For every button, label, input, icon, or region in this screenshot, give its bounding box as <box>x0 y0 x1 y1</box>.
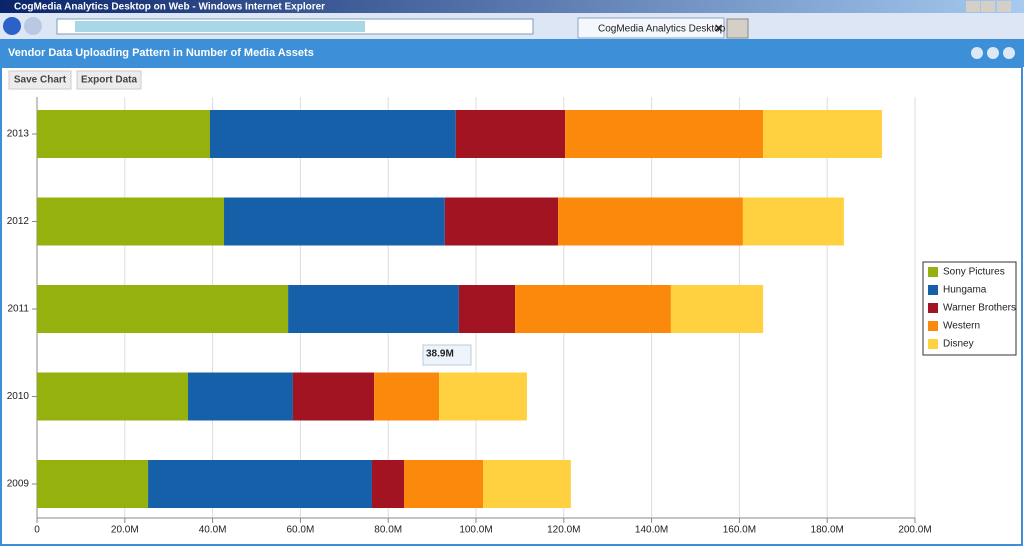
bar-segment <box>558 197 743 246</box>
bar-segment <box>37 285 289 333</box>
x-tick-label: 120.0M <box>547 525 580 536</box>
bar-segment <box>292 372 375 421</box>
legend-label: Warner Brothers <box>943 303 1016 314</box>
bar-segment <box>404 460 484 508</box>
y-tick-label: 2013 <box>7 129 30 140</box>
legend-swatch <box>928 267 938 277</box>
legend <box>922 261 1017 356</box>
legend-label: Disney <box>943 339 974 350</box>
window-title: CogMedia Analytics Desktop on Web - Wind… <box>14 2 325 13</box>
x-tick-label: 0 <box>34 525 40 536</box>
close-button[interactable] <box>997 1 1011 12</box>
x-tick-label: 60.0M <box>287 525 315 536</box>
panel-border <box>0 66 1023 546</box>
tooltip-box <box>422 344 472 366</box>
bar-segment <box>455 110 566 158</box>
title-bar <box>0 0 1024 13</box>
y-tick-label: 2012 <box>7 216 30 227</box>
legend-label: Hungama <box>943 285 987 296</box>
tab-close[interactable]: ✕ <box>714 23 723 35</box>
legend-label: Sony Pictures <box>943 267 1005 278</box>
bar-segment <box>371 460 405 508</box>
bar-segment <box>37 110 210 158</box>
x-tick-label: 80.0M <box>374 525 402 536</box>
x-tick-label: 160.0M <box>723 525 756 536</box>
bar-segment <box>224 197 445 246</box>
y-tick-label: 2011 <box>7 304 29 315</box>
button-label: Save Chart <box>14 75 67 86</box>
y-tick-label: 2010 <box>7 391 30 402</box>
legend-swatch <box>928 321 938 331</box>
legend-swatch <box>928 285 938 295</box>
tooltip: 38.9M <box>426 349 454 360</box>
x-tick-label: 140.0M <box>635 525 668 536</box>
panel-maximize[interactable] <box>987 47 999 59</box>
bar-segment <box>209 110 456 158</box>
x-tick-label: 200.0M <box>898 525 931 536</box>
legend-swatch <box>928 339 938 349</box>
bar-segment <box>565 110 764 158</box>
x-tick-label: 180.0M <box>811 525 844 536</box>
legend-swatch <box>928 303 938 313</box>
bar-segment <box>374 372 440 421</box>
export-data-button[interactable] <box>76 70 142 90</box>
bar-segment <box>37 372 189 421</box>
address-text <box>75 21 365 32</box>
forward-button[interactable] <box>24 17 42 35</box>
x-tick-label: 40.0M <box>199 525 227 536</box>
tab[interactable] <box>577 17 725 39</box>
bar-segment <box>37 197 225 246</box>
legend-label: Western <box>943 321 980 332</box>
bar-segment <box>670 285 764 333</box>
back-button[interactable] <box>3 17 21 35</box>
x-tick-label: 100.0M <box>459 525 492 536</box>
bar-segment <box>763 110 883 158</box>
restore-button[interactable] <box>981 1 995 12</box>
panel-title: Vendor Data Uploading Pattern in Number … <box>8 47 314 59</box>
bar-segment <box>148 460 372 508</box>
tab-title: CogMedia Analytics Desktop ... <box>598 24 736 35</box>
new-tab[interactable] <box>726 18 749 39</box>
bar-segment <box>444 197 559 246</box>
minimize-button[interactable] <box>966 1 980 12</box>
bar-segment <box>288 285 459 333</box>
button-label: Export Data <box>81 75 138 86</box>
save-chart-button[interactable] <box>8 70 72 90</box>
bar-segment <box>188 372 293 421</box>
bar-segment <box>515 285 671 333</box>
bar-segment <box>483 460 571 508</box>
bar-segment <box>439 372 527 421</box>
panel-close[interactable] <box>1003 47 1015 59</box>
bar-segment <box>742 197 844 246</box>
panel-minimize[interactable] <box>971 47 983 59</box>
panel-header <box>0 39 1024 67</box>
bar-segment <box>458 285 516 333</box>
bar-segment <box>37 460 149 508</box>
x-tick-label: 20.0M <box>111 525 139 536</box>
y-tick-label: 2009 <box>7 479 30 490</box>
